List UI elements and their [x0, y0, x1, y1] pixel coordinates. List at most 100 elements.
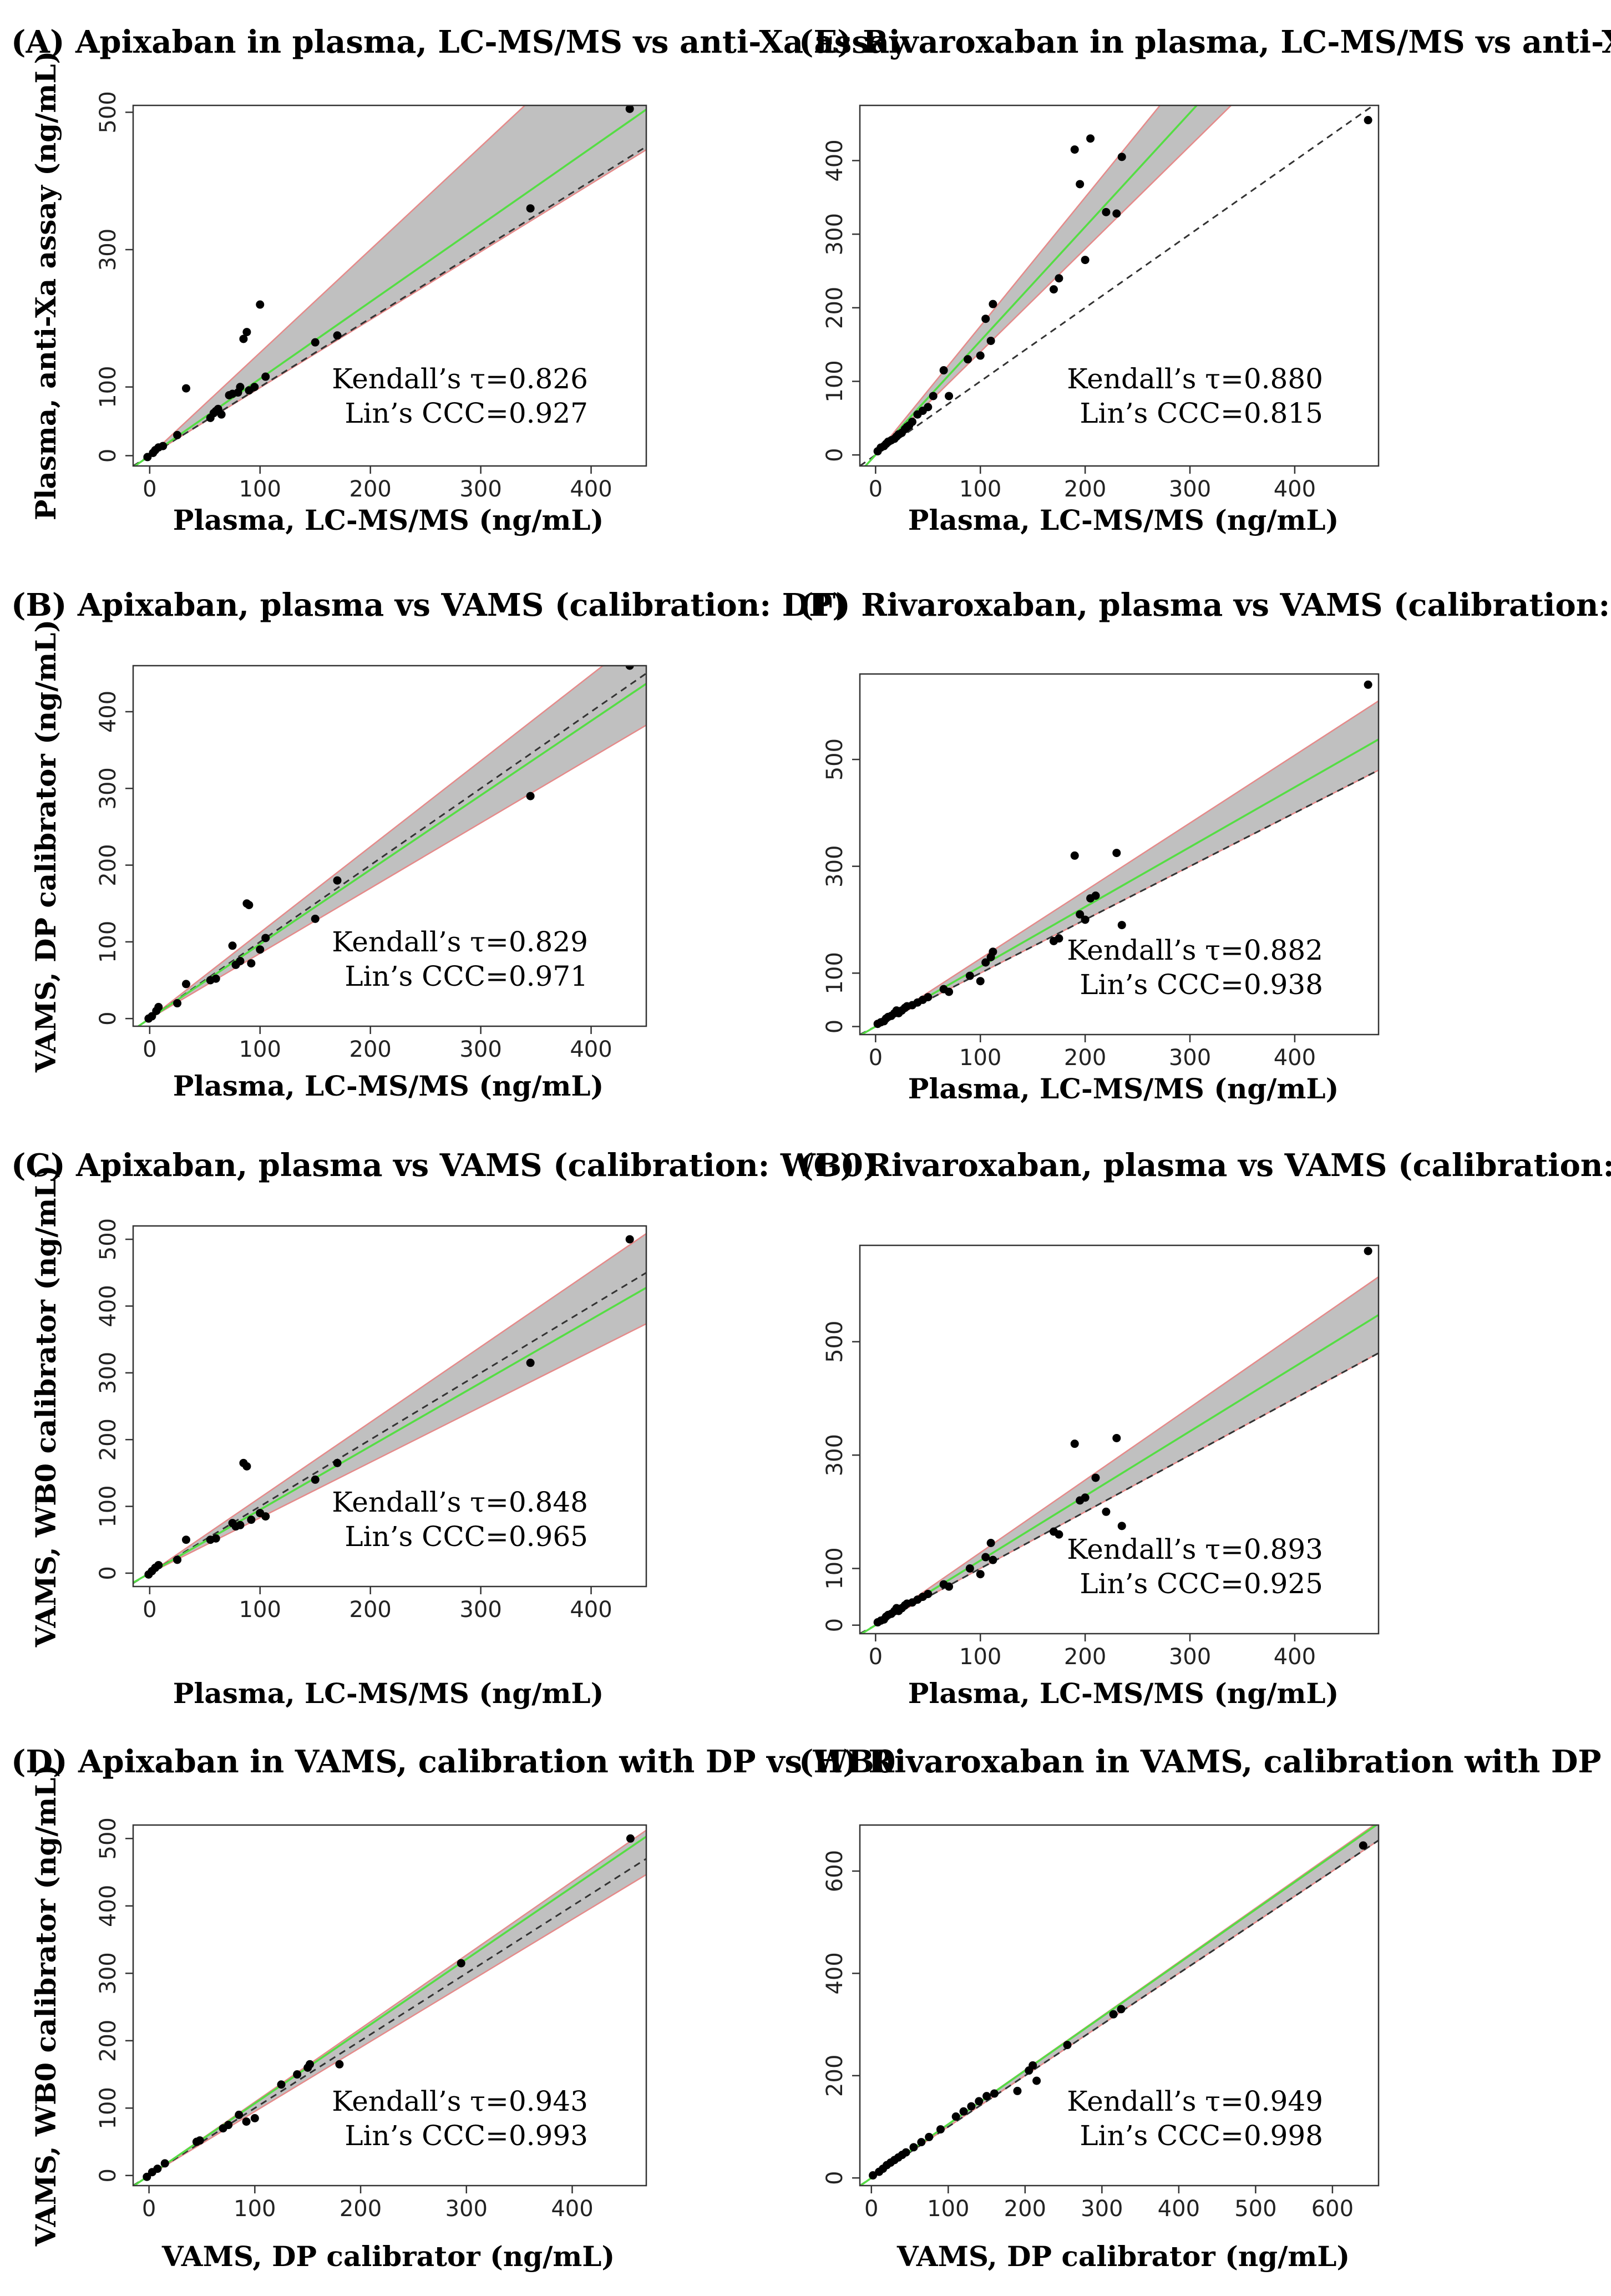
- y-tick-label: 400: [95, 1885, 121, 1927]
- lin-ccc-stat: Lin’s CCC=0.998: [1080, 2120, 1323, 2152]
- data-point: [526, 792, 535, 800]
- panel-h: (H) Rivaroxaban in VAMS, calibration wit…: [799, 1743, 1611, 2273]
- identity-line: [860, 1839, 1379, 2186]
- y-axis-label: Plasma, anti-Xa assay (ng/mL): [29, 51, 62, 520]
- regression-fit-line: [133, 1286, 646, 1584]
- data-point: [1070, 851, 1079, 860]
- x-axis-label: Plasma, LC-MS/MS (ng/mL): [908, 1072, 1339, 1105]
- data-point: [160, 2159, 169, 2168]
- data-point: [1364, 116, 1372, 125]
- data-point: [626, 1834, 635, 1843]
- data-point: [936, 2125, 945, 2134]
- data-point: [526, 204, 535, 213]
- panel-title: (A) Apixaban in plasma, LC-MS/MS vs anti…: [11, 24, 908, 60]
- data-point: [989, 947, 997, 956]
- y-tick-label: 0: [822, 1020, 848, 1033]
- data-point: [195, 2136, 204, 2145]
- data-point: [211, 974, 220, 983]
- data-point: [154, 1002, 163, 1011]
- data-point: [925, 2132, 934, 2141]
- plot-frame: [132, 665, 647, 1027]
- data-point: [1091, 1473, 1100, 1482]
- plot-frame: [132, 1824, 647, 2187]
- data-point: [311, 338, 320, 347]
- panel-title: (E) Rivaroxaban in plasma, LC-MS/MS vs a…: [799, 24, 1611, 60]
- data-point: [154, 1560, 163, 1569]
- data-point: [526, 1359, 535, 1367]
- x-tick-label: 400: [570, 477, 612, 502]
- panel-b: (B) Apixaban, plasma vs VAMS (calibratio…: [11, 587, 847, 1102]
- x-tick-label: 200: [349, 1037, 392, 1062]
- data-point: [924, 403, 933, 412]
- kendall-tau-stat: Kendall’s τ=0.829: [332, 926, 588, 958]
- y-tick-label: 400: [95, 1285, 121, 1327]
- data-point: [1081, 1493, 1090, 1502]
- data-point: [625, 666, 634, 670]
- plot-area: [860, 680, 1379, 1035]
- identity-line: [133, 1858, 646, 2186]
- data-point: [945, 392, 954, 401]
- y-tick-label: 300: [822, 845, 848, 887]
- data-point: [256, 945, 265, 954]
- data-point: [625, 1235, 634, 1244]
- y-tick-label: 500: [95, 1218, 121, 1260]
- y-tick-label: 500: [95, 91, 121, 133]
- y-tick-label: 300: [95, 229, 121, 271]
- data-point: [211, 1534, 220, 1543]
- data-point: [173, 430, 182, 439]
- data-point: [1081, 915, 1090, 924]
- x-tick-label: 0: [864, 2196, 878, 2222]
- data-point: [1070, 145, 1079, 154]
- x-tick-label: 300: [1169, 1045, 1211, 1071]
- data-point: [1364, 1246, 1372, 1255]
- band-upper-edge: [875, 700, 1379, 1027]
- panel-title: (C) Apixaban, plasma vs VAMS (calibratio…: [11, 1147, 878, 1184]
- data-point: [1076, 180, 1085, 189]
- x-axis-label: Plasma, LC-MS/MS (ng/mL): [908, 504, 1339, 536]
- data-point: [1102, 1507, 1111, 1516]
- kendall-tau-stat: Kendall’s τ=0.880: [1067, 363, 1323, 395]
- data-point: [1081, 256, 1090, 265]
- data-point: [990, 2089, 999, 2098]
- y-tick-label: 0: [822, 1618, 848, 1632]
- plot-area: [136, 666, 646, 1026]
- band-upper-edge: [149, 666, 604, 1020]
- kendall-tau-stat: Kendall’s τ=0.893: [1067, 1533, 1323, 1565]
- data-point: [1076, 910, 1085, 919]
- x-axis-label: Plasma, LC-MS/MS (ng/mL): [173, 1070, 604, 1102]
- data-point: [1112, 209, 1121, 218]
- data-point: [945, 1582, 954, 1591]
- x-axis-label: Plasma, LC-MS/MS (ng/mL): [908, 1677, 1339, 1710]
- band-upper-edge: [875, 1276, 1379, 1626]
- regression-fit-line: [864, 105, 1198, 466]
- data-point: [908, 417, 916, 426]
- y-tick-label: 400: [822, 139, 848, 181]
- y-tick-label: 200: [95, 844, 121, 886]
- y-tick-label: 0: [95, 1566, 121, 1580]
- x-tick-label: 300: [459, 1597, 501, 1623]
- data-point: [306, 2060, 315, 2069]
- data-point: [236, 383, 245, 392]
- data-point: [986, 336, 995, 345]
- x-tick-label: 0: [143, 1597, 156, 1623]
- x-tick-label: 200: [340, 2196, 382, 2222]
- lin-ccc-stat: Lin’s CCC=0.971: [345, 960, 588, 992]
- panel-d: (D) Apixaban in VAMS, calibration with D…: [11, 1743, 896, 2273]
- y-tick-label: 600: [822, 1850, 848, 1892]
- data-point: [625, 105, 634, 113]
- x-axis-label: VAMS, DP calibrator (ng/mL): [896, 2240, 1350, 2273]
- regression-fit-line: [860, 1825, 1379, 2186]
- x-tick-label: 300: [459, 477, 501, 502]
- data-point: [869, 2171, 878, 2180]
- data-point: [247, 959, 256, 968]
- x-tick-label: 0: [143, 1037, 156, 1062]
- x-axis-label: VAMS, DP calibrator (ng/mL): [161, 2240, 615, 2273]
- lin-ccc-stat: Lin’s CCC=0.993: [345, 2120, 588, 2152]
- x-tick-label: 400: [1274, 1045, 1316, 1071]
- y-tick-label: 0: [822, 448, 848, 462]
- kendall-tau-stat: Kendall’s τ=0.826: [332, 363, 588, 395]
- data-point: [261, 934, 270, 942]
- y-tick-label: 200: [822, 287, 848, 329]
- data-point: [981, 958, 990, 967]
